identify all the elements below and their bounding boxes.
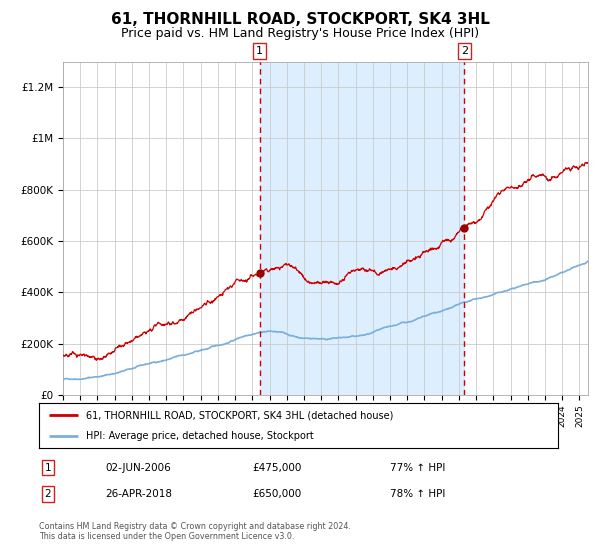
- Text: 02-JUN-2006: 02-JUN-2006: [105, 463, 171, 473]
- Text: Contains HM Land Registry data © Crown copyright and database right 2024.
This d: Contains HM Land Registry data © Crown c…: [39, 522, 351, 542]
- Text: £475,000: £475,000: [252, 463, 301, 473]
- Text: 2: 2: [44, 489, 52, 499]
- Text: £650,000: £650,000: [252, 489, 301, 499]
- Bar: [260, 62, 464, 395]
- Text: 61, THORNHILL ROAD, STOCKPORT, SK4 3HL: 61, THORNHILL ROAD, STOCKPORT, SK4 3HL: [110, 12, 490, 27]
- Text: 2: 2: [461, 46, 468, 56]
- Text: 26-APR-2018: 26-APR-2018: [105, 489, 172, 499]
- Text: 1: 1: [256, 46, 263, 56]
- Text: 61, THORNHILL ROAD, STOCKPORT, SK4 3HL (detached house): 61, THORNHILL ROAD, STOCKPORT, SK4 3HL (…: [86, 410, 393, 421]
- Text: 1: 1: [44, 463, 52, 473]
- Text: 77% ↑ HPI: 77% ↑ HPI: [390, 463, 445, 473]
- Text: HPI: Average price, detached house, Stockport: HPI: Average price, detached house, Stoc…: [86, 431, 313, 441]
- Text: 78% ↑ HPI: 78% ↑ HPI: [390, 489, 445, 499]
- Text: Price paid vs. HM Land Registry's House Price Index (HPI): Price paid vs. HM Land Registry's House …: [121, 27, 479, 40]
